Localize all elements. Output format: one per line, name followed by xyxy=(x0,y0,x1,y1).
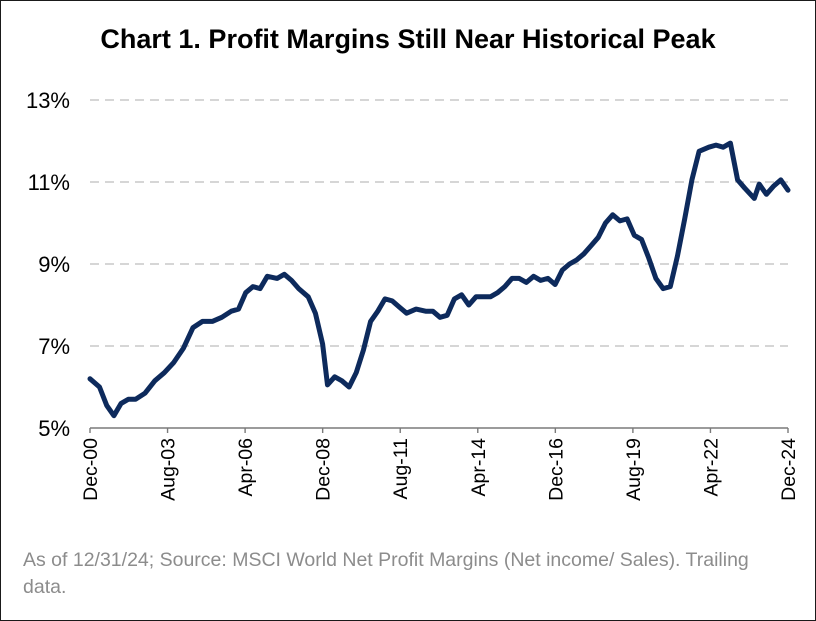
x-tick-label: Apr-22 xyxy=(700,438,722,497)
y-tick-label: 11% xyxy=(28,170,70,195)
series-layer xyxy=(87,140,791,419)
x-tick-label: Aug-11 xyxy=(390,438,412,499)
x-axis xyxy=(89,427,789,433)
y-tick-label: 7% xyxy=(38,334,70,359)
x-tick-label: Apr-14 xyxy=(468,438,490,497)
chart-footnote: As of 12/31/24; Source: MSCI World Net P… xyxy=(23,549,749,598)
y-tick-label: 5% xyxy=(38,416,70,441)
x-tick-label: Dec-00 xyxy=(80,438,102,501)
x-tick-label: Apr-06 xyxy=(235,438,257,497)
x-tick-label: Dec-24 xyxy=(778,438,800,501)
x-axis-labels: Dec-00 Aug-03 Apr-06 Dec-08 Aug-11 Apr-14 Dec-… xyxy=(80,438,800,501)
x-tick-label: Dec-16 xyxy=(545,438,567,501)
y-tick-label: 9% xyxy=(38,252,70,277)
series-line xyxy=(87,140,791,419)
x-tick-label: Dec-08 xyxy=(313,438,335,501)
x-tick-label: Aug-03 xyxy=(158,438,180,501)
x-tick-label: Aug-19 xyxy=(623,438,645,501)
gridlines xyxy=(90,99,788,347)
y-tick-label: 13% xyxy=(26,88,70,113)
chart-title: Chart 1. Profit Margins Still Near Histo… xyxy=(100,24,716,54)
y-axis-labels: 5% 7% 9% 11% 13% xyxy=(26,88,70,441)
